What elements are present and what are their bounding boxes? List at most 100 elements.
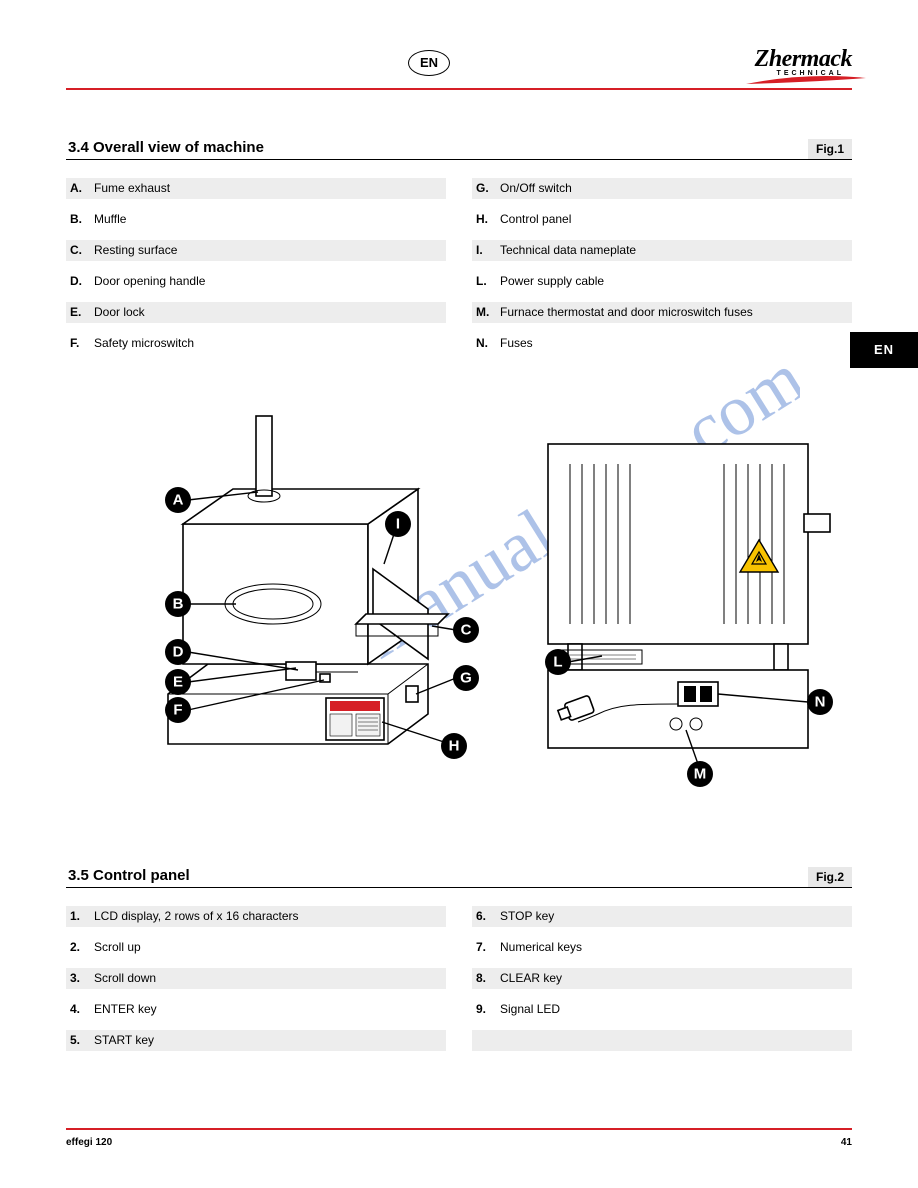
lang-oval: EN: [408, 50, 450, 76]
table-row: 3.Scroll down 8.CLEAR key: [66, 968, 852, 989]
item-text: Fume exhaust: [94, 178, 446, 199]
item-text: On/Off switch: [500, 178, 852, 199]
item-number: 5.: [66, 1030, 94, 1050]
section-2-head: 3.5 Control panel Fig.2: [66, 866, 852, 888]
table-cell: F.Safety microswitch: [66, 333, 446, 354]
svg-text:C: C: [461, 622, 472, 639]
item-number: 3.: [66, 968, 94, 988]
table-cell: [472, 1030, 852, 1051]
section-2-title: 3.5 Control panel: [68, 867, 190, 884]
table-cell: 4.ENTER key: [66, 999, 446, 1020]
svg-text:N: N: [815, 694, 826, 711]
svg-text:I: I: [396, 516, 400, 533]
table-cell: 3.Scroll down: [66, 968, 446, 989]
section-1-head: 3.4 Overall view of machine Fig.1: [66, 138, 852, 160]
item-text: Door opening handle: [94, 271, 446, 292]
item-number: N.: [472, 333, 500, 353]
table-cell: H.Control panel: [472, 209, 852, 230]
item-number: D.: [66, 271, 94, 291]
header: EN Zhermack TECHNICAL: [66, 46, 852, 90]
header-rule: [66, 88, 852, 90]
table-cell: G.On/Off switch: [472, 178, 852, 199]
item-text: Numerical keys: [500, 937, 852, 958]
table-cell: 7.Numerical keys: [472, 937, 852, 958]
table-row: 1.LCD display, 2 rows of x 16 characters…: [66, 906, 852, 927]
table-cell: B.Muffle: [66, 209, 446, 230]
svg-text:H: H: [449, 738, 460, 755]
table-cell: C.Resting surface: [66, 240, 446, 261]
table-row: B.Muffle H.Control panel: [66, 209, 852, 230]
section-1-table: A.Fume exhaustG.On/Off switchB.MuffleH.C…: [66, 178, 852, 364]
section-1-title: 3.4 Overall view of machine: [68, 139, 264, 156]
table-row: D.Door opening handle L.Power supply cabl…: [66, 271, 852, 292]
item-number: G.: [472, 178, 500, 198]
footer-model: effegi 120: [66, 1137, 112, 1148]
item-number: A.: [66, 178, 94, 198]
item-text: Control panel: [500, 209, 852, 230]
table-cell: L.Power supply cable: [472, 271, 852, 292]
table-cell: A.Fume exhaust: [66, 178, 446, 199]
item-text: Door lock: [94, 302, 446, 323]
page: EN Zhermack TECHNICAL manualshive.com 3.…: [0, 0, 918, 1188]
item-number: M.: [472, 302, 500, 322]
section-2-table: 1.LCD display, 2 rows of x 16 characters…: [66, 906, 852, 1061]
item-number: 6.: [472, 906, 500, 926]
svg-text:L: L: [553, 654, 562, 671]
item-number: B.: [66, 209, 94, 229]
figure-1: A B D E F I C: [88, 404, 848, 854]
item-number: 2.: [66, 937, 94, 957]
svg-text:D: D: [173, 644, 184, 661]
item-text: ENTER key: [94, 999, 446, 1020]
item-number: E.: [66, 302, 94, 322]
item-text: CLEAR key: [500, 968, 852, 989]
table-row: C.Resting surface I.Technical data namepl…: [66, 240, 852, 261]
svg-text:E: E: [173, 674, 183, 691]
brand-block: Zhermack TECHNICAL: [755, 46, 852, 77]
svg-text:B: B: [173, 596, 184, 613]
item-text: LCD display, 2 rows of x 16 characters: [94, 906, 446, 927]
footer-page: 41: [841, 1137, 852, 1148]
item-text: Power supply cable: [500, 271, 852, 292]
table-cell: I.Technical data nameplate: [472, 240, 852, 261]
section-1-fig: Fig.1: [808, 139, 852, 159]
table-cell: 8.CLEAR key: [472, 968, 852, 989]
table-row: 5.START key: [66, 1030, 852, 1051]
footer-rule: [66, 1128, 852, 1130]
item-text: Fuses: [500, 333, 852, 354]
table-cell: 5.START key: [66, 1030, 446, 1051]
item-number: C.: [66, 240, 94, 260]
item-text: Safety microswitch: [94, 333, 446, 354]
table-cell: E.Door lock: [66, 302, 446, 323]
item-number: 9.: [472, 999, 500, 1019]
item-text: Muffle: [94, 209, 446, 230]
item-text: START key: [94, 1030, 446, 1051]
table-cell: 2.Scroll up: [66, 937, 446, 958]
svg-text:F: F: [173, 702, 182, 719]
item-number: L.: [472, 271, 500, 291]
item-number: F.: [66, 333, 94, 353]
lang-tab: EN: [850, 332, 918, 368]
item-number: 1.: [66, 906, 94, 926]
table-cell: 6.STOP key: [472, 906, 852, 927]
item-number: H.: [472, 209, 500, 229]
item-text: STOP key: [500, 906, 852, 927]
brand-swoosh-icon: [746, 76, 866, 86]
table-row: 4.ENTER key 9.Signal LED: [66, 999, 852, 1020]
svg-text:G: G: [460, 670, 472, 687]
table-row: 2.Scroll up 7.Numerical keys: [66, 937, 852, 958]
item-text: Signal LED: [500, 999, 852, 1020]
table-cell: D.Door opening handle: [66, 271, 446, 292]
table-cell: M.Furnace thermostat and door microswitc…: [472, 302, 852, 323]
table-row: A.Fume exhaust G.On/Off switch: [66, 178, 852, 199]
item-text: Technical data nameplate: [500, 240, 852, 261]
table-row: F.Safety microswitch N.Fuses: [66, 333, 852, 354]
table-cell: 1.LCD display, 2 rows of x 16 characters: [66, 906, 446, 927]
svg-text:M: M: [694, 766, 707, 783]
item-number: 8.: [472, 968, 500, 988]
table-cell: N.Fuses: [472, 333, 852, 354]
item-number: 7.: [472, 937, 500, 957]
brand-name: Zhermack: [755, 46, 852, 73]
item-text: Scroll down: [94, 968, 446, 989]
item-text: Resting surface: [94, 240, 446, 261]
item-number: I.: [472, 240, 500, 260]
